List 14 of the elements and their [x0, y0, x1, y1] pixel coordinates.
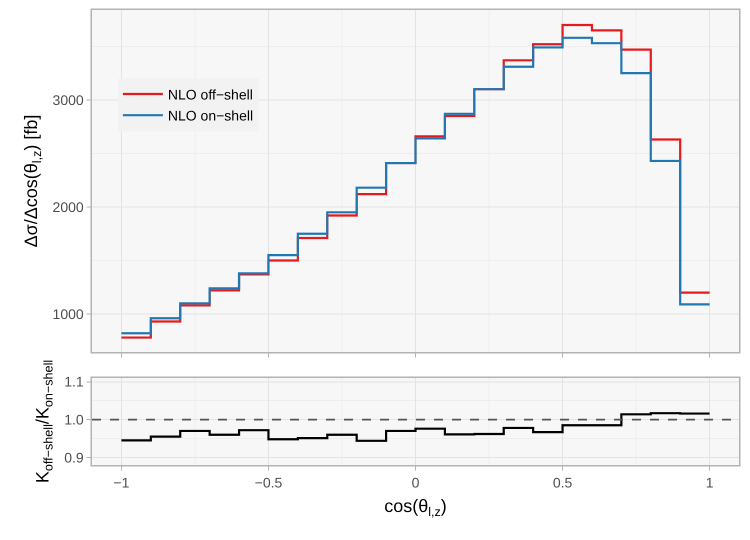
y-tick-label: 1000 [52, 306, 84, 322]
legend-label: NLO on−shell [168, 108, 254, 124]
y-tick-label: 1.1 [64, 374, 84, 390]
y-tick-label: 2000 [52, 198, 84, 215]
x-tick-label: 1 [706, 474, 714, 490]
legend-label: NLO off−shell [168, 86, 253, 102]
y-tick-label: 1.0 [64, 412, 84, 428]
y-tick-label: 0.9 [64, 449, 84, 466]
x-axis-title: cos(θ$_{l,z}$) [384, 496, 447, 519]
x-tick-label: 0.5 [552, 474, 572, 490]
x-tick-label: −0.5 [254, 474, 282, 490]
x-tick-label: 0 [412, 474, 420, 490]
x-tick-label: −1 [113, 474, 130, 490]
y-tick-label: 3000 [52, 92, 84, 108]
